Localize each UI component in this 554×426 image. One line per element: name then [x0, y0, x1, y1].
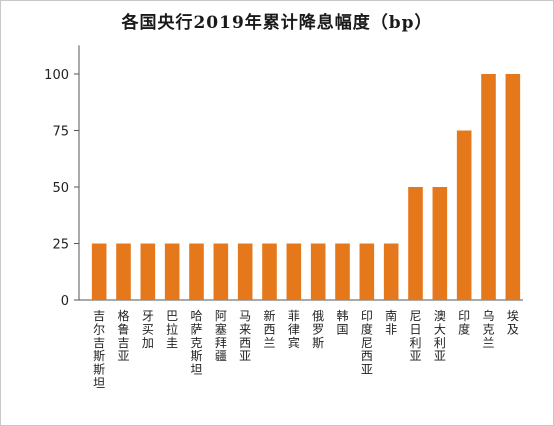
- bar: [91, 243, 107, 300]
- chart-axes: 0 25 50 75 100: [44, 45, 523, 309]
- chart-title: 各国央行2019年累计降息幅度（bp）: [121, 13, 433, 33]
- y-tick-label: 25: [52, 238, 69, 253]
- x-tick-label: 马来西亚: [239, 309, 251, 363]
- bar: [164, 243, 180, 300]
- bar: [262, 243, 277, 300]
- x-tick-label: 南非: [385, 308, 397, 336]
- bar: [286, 243, 302, 300]
- bar: [456, 130, 472, 300]
- bar: [432, 187, 448, 300]
- x-tick-label: 印度尼西亚: [361, 309, 373, 377]
- bar: [359, 243, 375, 300]
- x-tick-label: 阿塞拜疆: [215, 309, 227, 363]
- bar: [237, 243, 253, 300]
- bar: [213, 243, 229, 300]
- x-tick-label: 格鲁吉亚: [117, 308, 129, 363]
- bar: [335, 243, 350, 300]
- bar: [408, 187, 423, 300]
- bar: [383, 243, 399, 300]
- x-tick-label: 印度: [458, 309, 470, 336]
- y-tick-label: 0: [61, 294, 69, 309]
- x-tick-label: 尼日利亚: [409, 309, 421, 363]
- y-tick-label: 50: [52, 181, 69, 196]
- chart-bars: [91, 74, 521, 300]
- x-tick-label: 巴拉圭: [166, 309, 178, 350]
- bar: [481, 74, 496, 300]
- x-tick-label: 菲律宾: [288, 309, 300, 350]
- x-tick-label: 哈萨克斯坦: [190, 309, 202, 377]
- x-tick-label: 澳大利亚: [434, 309, 446, 363]
- bar: [140, 243, 156, 300]
- x-tick-label: 吉尔吉斯斯坦: [93, 309, 105, 390]
- x-tick-label: 埃及: [507, 309, 519, 336]
- x-tick-label: 韩国: [336, 308, 348, 336]
- x-tick-label: 新西兰: [263, 308, 275, 350]
- x-tick-label: 牙买加: [142, 309, 154, 350]
- bar: [116, 243, 131, 300]
- x-tick-label: 俄罗斯: [312, 309, 324, 350]
- y-tick-label: 75: [52, 125, 69, 140]
- y-tick-label: 100: [44, 68, 69, 83]
- x-tick-label: 乌克兰: [482, 308, 494, 350]
- bar: [189, 243, 204, 300]
- bar: [310, 243, 326, 300]
- bar: [505, 74, 521, 300]
